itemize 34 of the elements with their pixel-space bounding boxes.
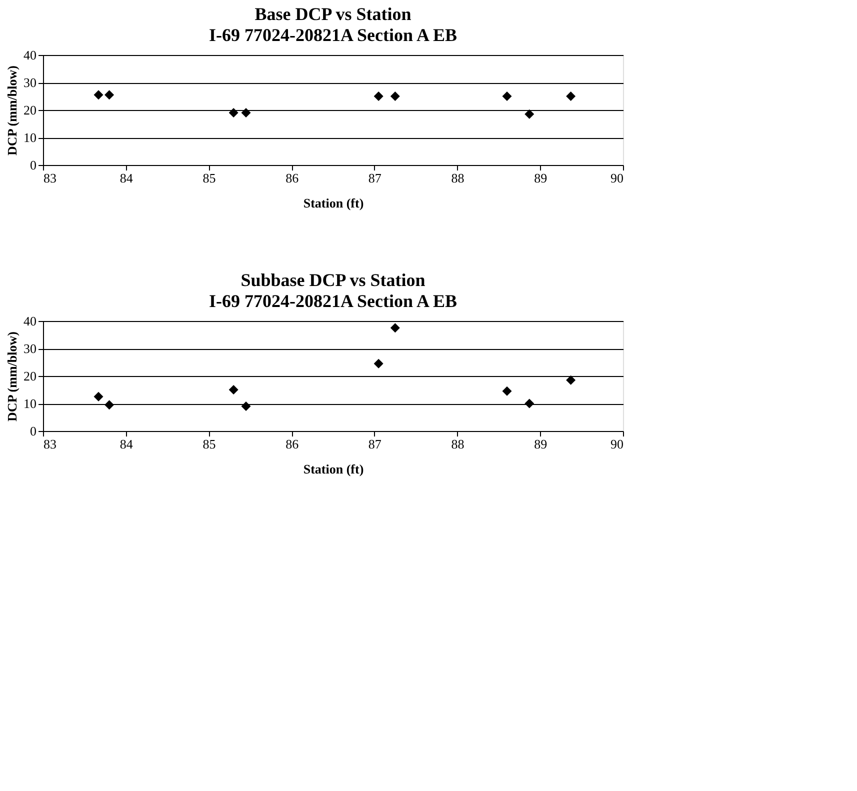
x-tick-label: 83 (44, 170, 56, 186)
y-tick-label: 40 (24, 314, 36, 328)
x-axis-title: Station (ft) (303, 462, 364, 476)
x-tick-label: 86 (286, 170, 300, 186)
chart-subtitle: I-69 77024-20821A Section A EB (208, 291, 458, 311)
x-tick-label: 84 (120, 170, 134, 186)
x-tick-label: 88 (451, 170, 464, 186)
y-axis-title: DCP (mm/blow) (4, 66, 20, 156)
x-tick-label: 89 (534, 170, 548, 186)
x-tick-label: 85 (202, 436, 216, 452)
x-tick-label: 88 (451, 436, 464, 452)
x-tick-label: 84 (120, 436, 134, 452)
x-tick-label: 87 (368, 170, 382, 186)
x-tick-label: 86 (286, 436, 300, 452)
chart-title: Base DCP vs Station (254, 4, 412, 24)
x-tick-label: 90 (610, 170, 624, 186)
x-tick-label: 85 (202, 170, 216, 186)
x-axis-title: Station (ft) (303, 196, 364, 210)
x-tick-label: 89 (534, 436, 548, 452)
y-tick-label: 0 (30, 158, 36, 172)
y-tick-label: 30 (24, 75, 36, 90)
y-tick-label: 20 (24, 102, 36, 118)
y-tick-label: 40 (24, 48, 36, 62)
y-axis-title: DCP (mm/blow) (4, 332, 20, 422)
x-tick-label: 90 (610, 436, 624, 452)
x-tick-label: 87 (368, 436, 382, 452)
x-tick-label: 83 (44, 436, 56, 452)
y-tick-label: 30 (24, 341, 36, 356)
chart-subtitle: I-69 77024-20821A Section A EB (208, 25, 458, 45)
y-tick-label: 0 (30, 424, 36, 438)
y-tick-label: 10 (24, 396, 36, 411)
y-tick-label: 20 (24, 368, 36, 384)
chart-title: Subbase DCP vs Station (240, 270, 426, 290)
y-tick-label: 10 (24, 130, 36, 145)
